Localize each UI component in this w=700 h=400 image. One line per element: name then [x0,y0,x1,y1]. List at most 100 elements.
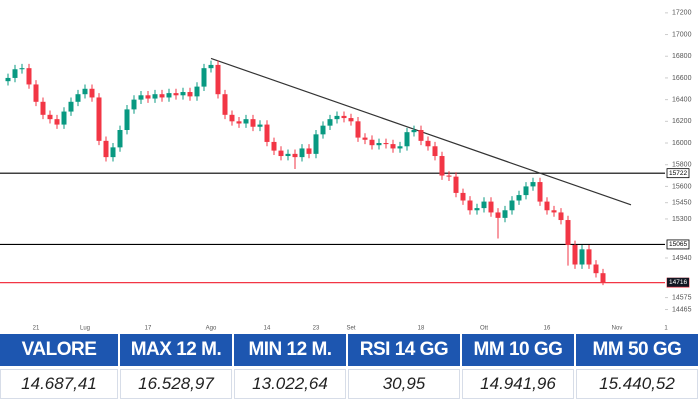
level-box [666,168,690,179]
x-tick-label: Set [346,326,355,332]
y-tick-label: 16600 [672,75,692,82]
table-cell: 14.687,41 [0,369,118,399]
candle-body [369,139,375,146]
candle-body [313,134,319,154]
candle-body [222,94,228,115]
candle-body [411,130,417,133]
candle-body [89,88,95,98]
candle-body [390,144,396,149]
candle-body [355,121,361,138]
table-cell: 14.941,96 [462,369,574,399]
table-header-cell: MIN 12 M. [234,334,346,366]
candle-body [264,124,270,142]
candle-body [40,101,46,115]
candle-body [383,143,389,145]
candle-body [278,150,284,157]
candle-body [292,153,298,158]
candle-body [474,208,480,211]
candle-body [5,77,11,82]
chart: 17200 17000 16800 16600 16400 16200 16000 15800… [0,9,692,332]
level-box [666,239,690,250]
candle-body [82,88,88,95]
candle-body [551,210,557,213]
x-tick-label: Ago [206,326,217,332]
candle-body [523,186,529,196]
candle-body [152,94,158,99]
y-tick-label: 14575 [672,294,692,301]
y-tick-label: 16200 [672,118,692,125]
level-label: 15065 [669,241,687,248]
candle-body [26,68,32,85]
candle-body [96,97,102,141]
y-tick-label: 17200 [672,10,692,17]
candle-body [19,68,25,70]
candle-body [593,264,599,274]
y-tick-label: 16400 [672,96,692,103]
y-tick-label: 15800 [672,162,692,169]
candle-body [250,119,256,127]
candle-body [439,156,445,176]
x-tick-label: 1 [664,326,668,332]
y-tick-label: 14940 [672,255,692,262]
candle-body [425,140,431,147]
candle-body [600,273,606,283]
candle-body [166,93,172,98]
table-cell: 30,95 [348,369,460,399]
candle-body [341,115,347,119]
last-price-label: 14716 [669,279,687,286]
candle-body [47,114,53,120]
candle-body [404,132,410,147]
x-tick-label: Nov [612,326,623,332]
candle-body [201,68,207,87]
candle-body [565,220,571,245]
x-tick-label: Ott [480,326,488,332]
candle-body [544,201,550,211]
table-header-cell: MM 50 GG [576,334,698,366]
candle-body [306,148,312,154]
x-tick-label: 16 [544,326,551,332]
candle-body [460,192,466,201]
table-header-cell: VALORE [0,334,118,366]
candle-body [299,148,305,158]
candle-body [138,95,144,100]
candle-body [376,143,382,146]
candle-body [481,201,487,209]
candle-body [271,141,277,151]
candle-body [579,249,585,265]
candle-body [530,182,536,187]
x-tick-label: 23 [313,326,320,332]
candle-body [397,146,403,149]
level-label: 15722 [669,170,687,177]
table-cell: 13.022,64 [234,369,346,399]
candle-body [61,111,67,125]
candle-body [236,121,242,124]
table-header-cell: MM 10 GG [462,334,574,366]
table: VALORE MAX 12 M. MIN 12 M. RSI 14 GG MM 10 G… [0,334,700,400]
candle-body [285,153,291,157]
candle-body [537,182,543,202]
last-price-box [667,277,689,287]
candle-body [229,114,235,122]
candle-body [327,119,333,126]
y-tick-label: 17000 [672,31,692,38]
y-tick-label: 16000 [672,140,692,147]
candle-body [558,212,564,221]
candle-body [243,119,249,124]
table-cell: 15.440,52 [576,369,698,399]
candle-body [145,95,151,99]
candle-body [103,140,109,158]
x-tick-label: 18 [418,326,425,332]
candle-body [68,101,74,112]
candle-body [572,244,578,265]
candle-body [75,94,81,102]
candle-body [432,146,438,157]
candle-body [208,64,214,69]
x-tick-label: 14 [264,326,271,332]
x-tick-label: Lug [80,326,90,332]
candle-body [488,201,494,213]
candle-body [495,212,501,218]
candle-body [131,99,137,110]
candle-body [187,92,193,97]
candle-body [516,195,522,201]
candle-body [502,210,508,218]
